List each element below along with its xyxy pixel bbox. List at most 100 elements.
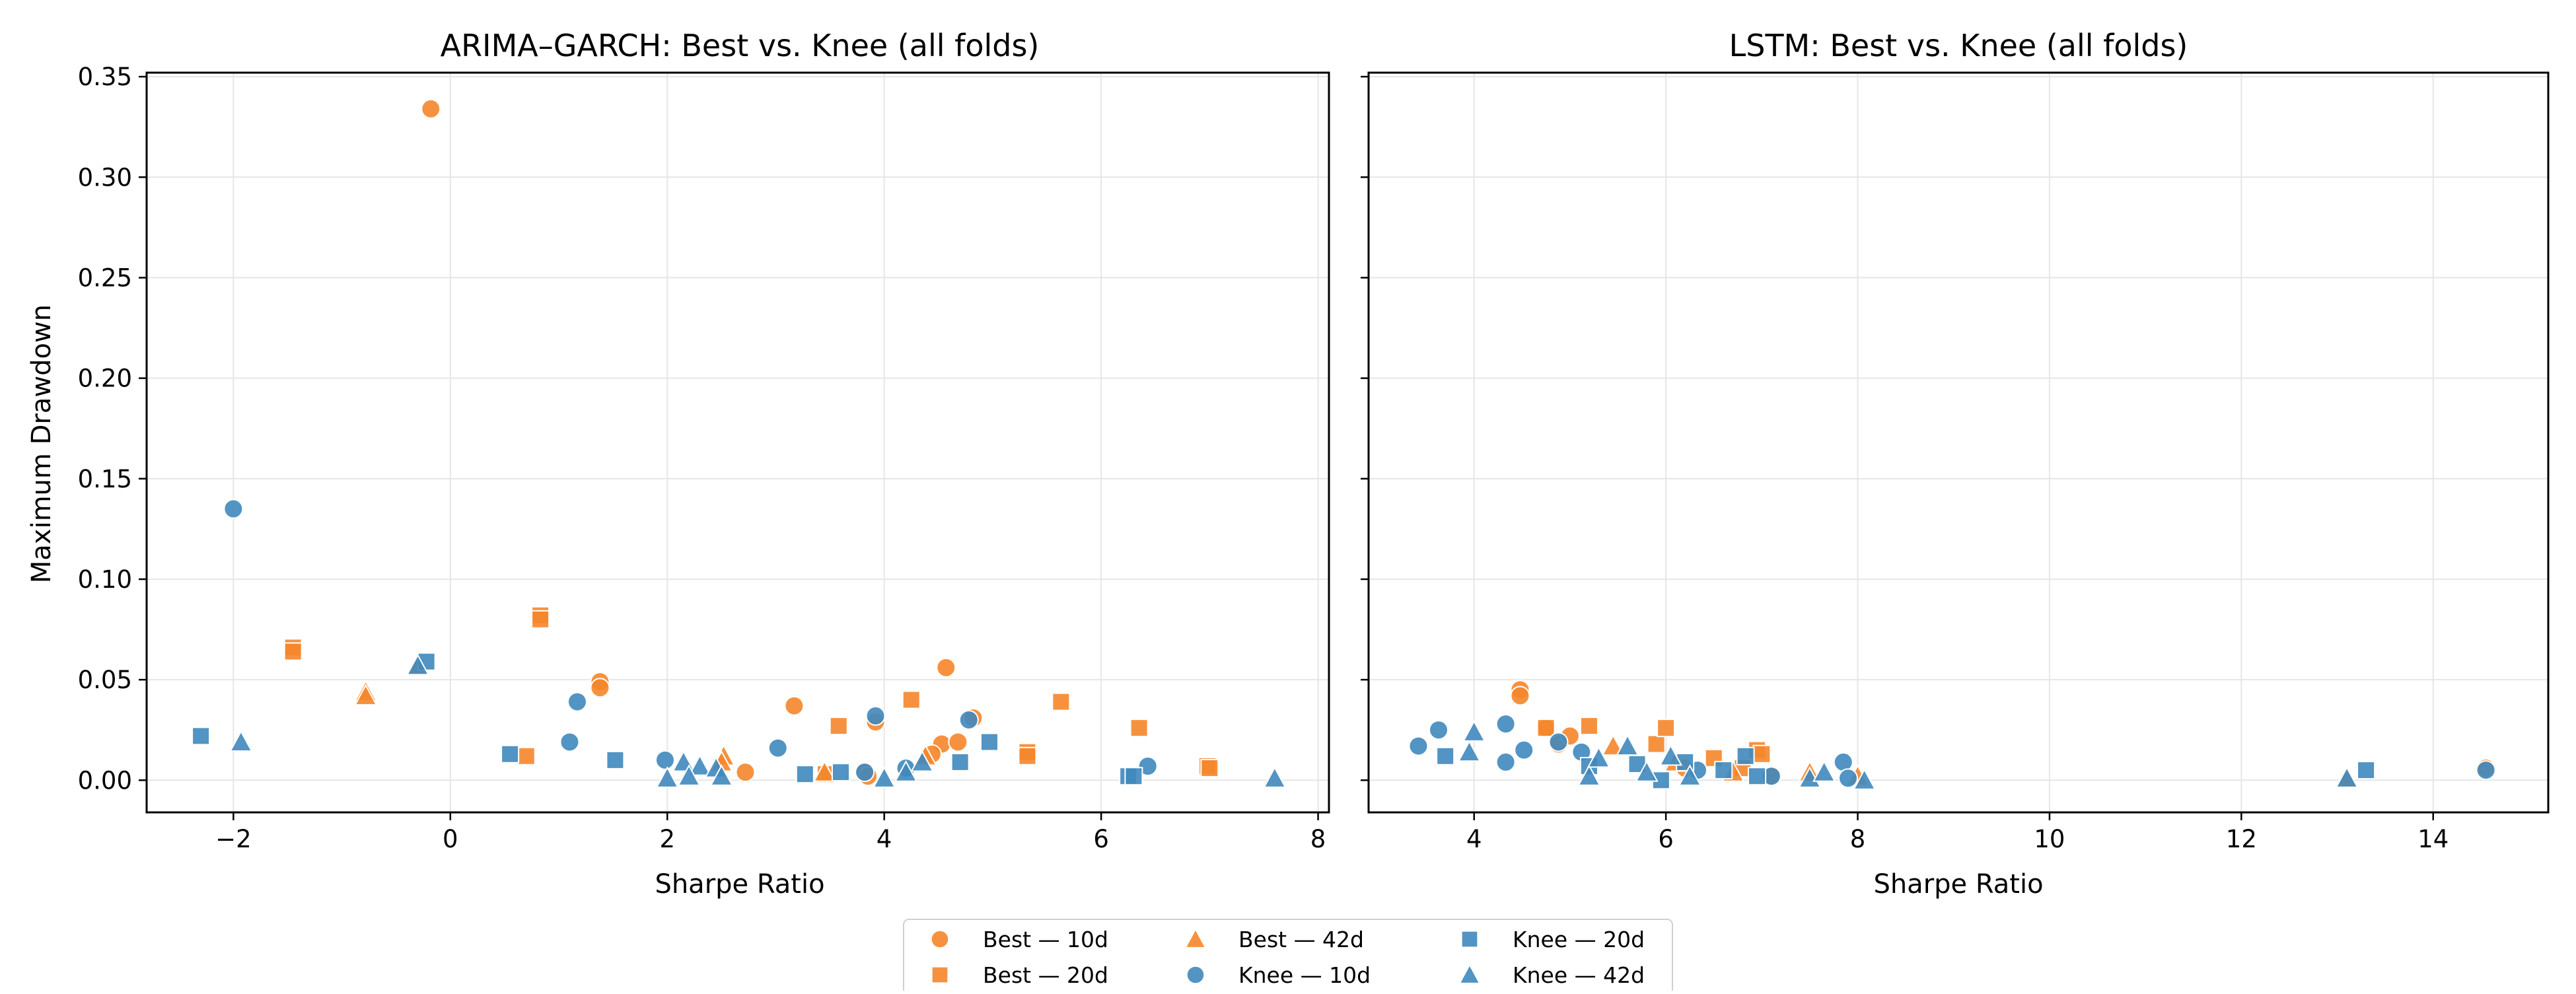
y-tick-label: 0.30 bbox=[78, 163, 132, 192]
data-point-knee-square bbox=[1736, 746, 1755, 765]
data-point-best-square bbox=[1579, 717, 1598, 736]
data-point-knee-square bbox=[2357, 761, 2376, 780]
y-tick-label: 0.35 bbox=[78, 63, 132, 91]
data-point-best-square bbox=[283, 642, 303, 661]
data-point-best-circle bbox=[948, 732, 968, 752]
x-tick-label: 12 bbox=[2226, 825, 2257, 853]
data-point-knee-triangle bbox=[1457, 740, 1482, 762]
x-tick-label: 0 bbox=[443, 825, 458, 853]
scatter-points bbox=[192, 98, 1287, 788]
scatter-points bbox=[1408, 680, 2496, 790]
legend-marker-knee-circle bbox=[1186, 965, 1205, 985]
data-point-knee-square bbox=[501, 744, 520, 763]
legend-label: Knee — 42d bbox=[1513, 962, 1645, 988]
data-point-best-circle bbox=[590, 678, 610, 698]
plot-frame bbox=[145, 71, 1330, 814]
data-point-best-square bbox=[829, 717, 848, 736]
data-point-best-circle bbox=[735, 762, 756, 783]
data-point-knee-square bbox=[1124, 767, 1143, 786]
data-point-knee-triangle bbox=[1678, 764, 1702, 786]
data-point-knee-triangle bbox=[406, 653, 430, 676]
data-point-best-triangle bbox=[354, 684, 378, 706]
x-tick-label: 10 bbox=[2034, 825, 2065, 853]
legend: Best — 10d Best — 20d Best — 42d Knee — 10d… bbox=[903, 919, 1673, 994]
panel-title: ARIMA–GARCH: Best vs. Knee (all folds) bbox=[441, 28, 1040, 63]
data-point-knee-square bbox=[1748, 767, 1767, 786]
data-point-knee-circle bbox=[1838, 768, 1859, 789]
data-point-best-square bbox=[1129, 719, 1149, 738]
data-point-knee-triangle bbox=[229, 730, 253, 752]
data-point-best-circle bbox=[784, 695, 805, 716]
data-point-knee-circle bbox=[958, 710, 979, 730]
data-point-knee-triangle bbox=[1577, 764, 1601, 786]
y-tick-label: 0.00 bbox=[78, 766, 132, 795]
data-point-knee-square bbox=[192, 727, 211, 746]
data-point-knee-triangle bbox=[873, 766, 896, 788]
plot-frame bbox=[1367, 71, 2550, 814]
data-point-knee-circle bbox=[865, 705, 886, 726]
legend-marker-best-square bbox=[931, 966, 949, 984]
y-tick-label: 0.25 bbox=[78, 264, 132, 292]
legend-marker-best-triangle bbox=[1184, 927, 1207, 948]
legend-marker-knee-square bbox=[1460, 930, 1479, 948]
data-point-knee-square bbox=[606, 750, 625, 769]
data-point-knee-circle bbox=[1495, 714, 1516, 734]
data-point-best-square bbox=[531, 610, 550, 629]
legend-label: Best — 42d bbox=[1238, 927, 1364, 952]
data-point-knee-triangle bbox=[1462, 720, 1486, 742]
data-point-best-circle bbox=[421, 98, 441, 119]
y-tick-label: 0.10 bbox=[78, 565, 132, 594]
data-point-best-triangle bbox=[1601, 734, 1625, 756]
data-point-knee-triangle bbox=[688, 754, 712, 776]
data-point-knee-circle bbox=[768, 738, 788, 758]
data-point-knee-circle bbox=[223, 499, 244, 519]
y-tick-label: 0.15 bbox=[78, 465, 132, 493]
data-point-knee-square bbox=[980, 732, 999, 752]
x-tick-label: 6 bbox=[1658, 825, 1674, 853]
data-point-best-square bbox=[1052, 692, 1071, 711]
legend-label: Best — 10d bbox=[983, 927, 1108, 952]
legend-label: Knee — 10d bbox=[1238, 962, 1371, 988]
data-point-best-triangle bbox=[812, 760, 837, 782]
data-point-knee-triangle bbox=[1263, 766, 1287, 788]
legend-marker-knee-triangle bbox=[1458, 963, 1481, 984]
data-point-best-square bbox=[1752, 744, 1771, 763]
x-tick-label: 14 bbox=[2417, 825, 2449, 853]
x-tick-label: 6 bbox=[1093, 825, 1109, 853]
x-axis-label: Sharpe Ratio bbox=[655, 869, 824, 900]
x-tick-label: 8 bbox=[1310, 825, 1326, 853]
data-point-knee-triangle bbox=[1635, 760, 1659, 782]
data-point-knee-circle bbox=[1495, 752, 1516, 772]
data-point-best-circle bbox=[1510, 686, 1530, 706]
data-point-best-square bbox=[1018, 746, 1037, 765]
data-point-knee-circle bbox=[559, 732, 580, 752]
y-tick-label: 0.05 bbox=[78, 666, 132, 694]
data-point-best-circle bbox=[936, 657, 956, 678]
panel-title: LSTM: Best vs. Knee (all folds) bbox=[1729, 28, 2188, 63]
legend-marker-best-circle bbox=[930, 929, 950, 949]
data-point-knee-triangle bbox=[709, 764, 734, 786]
data-point-knee-circle bbox=[1548, 732, 1569, 752]
data-point-best-square bbox=[1536, 719, 1556, 738]
x-axis-label: Sharpe Ratio bbox=[1873, 869, 2043, 900]
data-point-knee-circle bbox=[567, 692, 587, 712]
x-tick-label: 4 bbox=[877, 825, 892, 853]
gridlines bbox=[1369, 73, 2548, 812]
data-point-knee-triangle bbox=[1616, 734, 1639, 756]
data-point-knee-square bbox=[795, 765, 814, 784]
x-tick-label: 2 bbox=[659, 825, 675, 853]
data-point-knee-triangle bbox=[1587, 746, 1611, 768]
data-point-knee-triangle bbox=[1812, 760, 1836, 782]
y-axis-label: Maximum Drawdown bbox=[26, 304, 57, 583]
data-point-knee-circle bbox=[2476, 760, 2496, 781]
panel-lstm: LSTM: Best vs. Knee (all folds) 4 6 8 10 12 1… bbox=[1361, 28, 2550, 900]
legend-box bbox=[903, 919, 1673, 994]
x-tick-label: 4 bbox=[1466, 825, 1482, 853]
x-axis-ticks: −2 0 2 4 6 8 bbox=[215, 812, 1326, 853]
data-point-knee-triangle bbox=[677, 764, 701, 786]
data-point-best-square bbox=[902, 690, 921, 709]
legend-label: Knee — 20d bbox=[1513, 927, 1645, 952]
data-point-best-square bbox=[1200, 759, 1219, 778]
